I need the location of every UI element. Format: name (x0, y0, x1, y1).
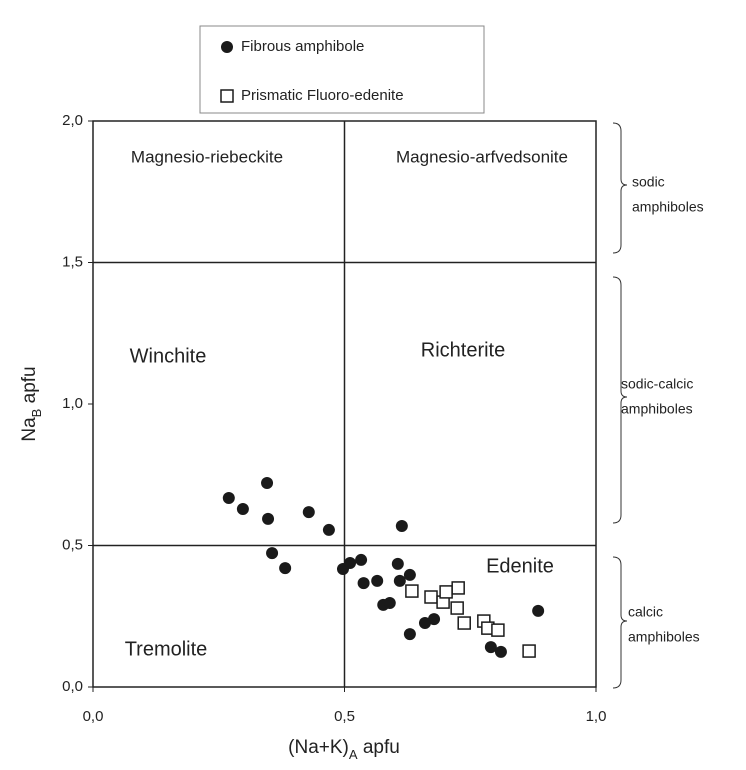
point (393, 574, 406, 587)
point (522, 644, 536, 658)
y-tick-label: 1,0 (62, 395, 83, 412)
point (357, 577, 370, 590)
x-axis-label: (Na+K)A apfu (288, 737, 400, 762)
point (424, 590, 438, 604)
group-label: amphiboles (621, 401, 693, 417)
legend-label: Prismatic Fluoro-edenite (241, 87, 404, 104)
y-axis-label-part: Na (19, 417, 40, 442)
bracket (612, 556, 628, 689)
x-tick-label: 1,0 (586, 708, 607, 725)
point (428, 613, 441, 626)
legend-label: Fibrous amphibole (241, 38, 364, 55)
point (344, 557, 357, 570)
x-axis-label-part: A (349, 747, 358, 762)
point (532, 604, 545, 617)
group-label: sodic (632, 174, 665, 190)
y-tick-label: 1,5 (62, 253, 83, 270)
y-tick-label: 2,0 (62, 112, 83, 129)
point (484, 641, 497, 654)
bracket (612, 122, 628, 254)
point (222, 491, 235, 504)
point (491, 623, 505, 637)
point (383, 596, 396, 609)
y-axis-label-part: apfu (19, 366, 40, 408)
point (371, 574, 384, 587)
point (405, 584, 419, 598)
point (266, 547, 279, 560)
point (418, 617, 431, 630)
legend-marker (220, 89, 234, 103)
point (322, 523, 335, 536)
region-label: Winchite (130, 345, 207, 367)
point (279, 562, 292, 575)
legend-box (199, 25, 485, 114)
point (391, 557, 404, 570)
x-axis-label-part: (Na+K) (288, 737, 349, 758)
group-label: amphiboles (632, 199, 704, 215)
group-label: amphiboles (628, 629, 700, 645)
point (439, 585, 453, 599)
y-tick-label: 0,5 (62, 536, 83, 553)
group-label: sodic-calcic (621, 376, 693, 392)
point (403, 568, 416, 581)
point (395, 519, 408, 532)
x-tick-label: 0,5 (334, 708, 355, 725)
point (236, 502, 249, 515)
region-label: Magnesio-riebeckite (131, 147, 283, 166)
legend-marker (221, 41, 233, 53)
y-axis-label: NaB apfu (19, 366, 44, 441)
region-label: Edenite (486, 555, 554, 577)
point (457, 616, 471, 630)
point (403, 628, 416, 641)
point (302, 506, 315, 519)
point (450, 601, 464, 615)
group-label: calcic (628, 604, 663, 620)
point (494, 645, 507, 658)
x-axis-label-part: apfu (358, 737, 400, 758)
x-tick-label: 0,0 (83, 708, 104, 725)
region-label: Tremolite (125, 638, 208, 660)
point (262, 512, 275, 525)
point (451, 581, 465, 595)
y-axis-label-part: B (29, 409, 44, 418)
point (355, 553, 368, 566)
bracket (612, 276, 628, 524)
region-label: Richterite (421, 339, 505, 361)
point (261, 476, 274, 489)
y-tick-label: 0,0 (62, 678, 83, 695)
region-label: Magnesio-arfvedsonite (396, 147, 568, 166)
